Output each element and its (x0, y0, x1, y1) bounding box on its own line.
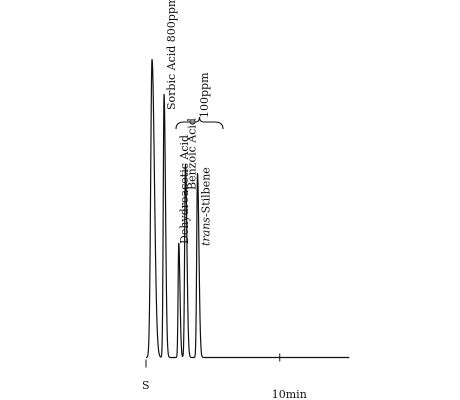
trace-layer (145, 58, 350, 359)
group-annotation-label: 100ppm (198, 72, 211, 118)
chromatogram-trace (145, 58, 350, 359)
x-tick-label: 10min (272, 388, 307, 400)
axis-layer (145, 353, 281, 368)
start-marker-label: S (142, 379, 150, 392)
label-layer: S 10min Sorbic Acid 800ppm Dehydroacetic Ac… (142, 0, 307, 400)
peak-label-3: Benzoic Acid (185, 118, 198, 190)
peak-label-2: Dehydroacetic Acid (178, 135, 191, 244)
group-brace (175, 116, 224, 130)
peak-label-1: Sorbic Acid 800ppm (165, 0, 178, 110)
peak-label-4: trans-Stilbene (199, 167, 212, 246)
